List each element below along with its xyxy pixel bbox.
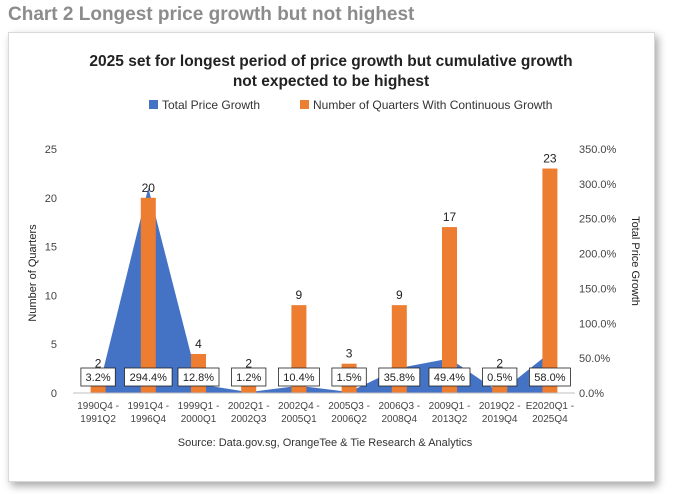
quarters-data-label: 9 [396, 288, 403, 302]
left-axis-title: Number of Quarters [27, 224, 39, 322]
legend-swatch-quarters [300, 100, 309, 109]
quarters-data-label: 4 [195, 337, 202, 351]
category-label: 2013Q2 [432, 414, 468, 425]
category-label: 1990Q4 - [77, 401, 119, 412]
page-heading: Chart 2 Longest price growth but not hig… [8, 4, 415, 25]
quarters-data-label: 3 [346, 347, 353, 361]
category-label: 2002Q3 [231, 414, 267, 425]
growth-data-label: 35.8% [384, 372, 415, 384]
source-text: Source: Data.gov.sg, OrangeTee & Tie Res… [178, 437, 473, 449]
growth-data-label: 1.5% [337, 372, 362, 384]
category-label: 2009Q1 - [429, 401, 471, 412]
category-label: 2019Q2 - [479, 401, 521, 412]
category-label: 1991Q4 - [127, 401, 169, 412]
category-label: 2006Q3 - [378, 401, 420, 412]
chart-frame: 2025 set for longest period of price gro… [8, 32, 655, 482]
category-label: 2008Q4 [382, 414, 418, 425]
chart-title-line: not expected to be highest [233, 73, 429, 90]
left-tick-label: 20 [45, 193, 57, 205]
category-label: 2025Q4 [532, 414, 568, 425]
growth-label-box [331, 367, 367, 387]
growth-data-label: 0.5% [487, 372, 512, 384]
quarters-bar [140, 197, 156, 393]
legend-swatch-growth [149, 100, 158, 109]
combo-chart: 2025 set for longest period of price gro… [27, 53, 641, 449]
right-tick-label: 150.0% [579, 283, 617, 295]
growth-label-box [124, 367, 173, 387]
growth-label-box [529, 367, 571, 387]
growth-data-label: 49.4% [434, 372, 465, 384]
growth-label-box [277, 367, 320, 387]
growth-data-label: 58.0% [534, 372, 565, 384]
quarters-bar [442, 227, 457, 393]
chart-title-line: 2025 set for longest period of price gro… [89, 53, 572, 70]
right-axis-title: Total Price Growth [629, 216, 641, 306]
growth-data-label: 1.2% [236, 372, 261, 384]
category-label: 2002Q1 - [228, 401, 270, 412]
category-label: E2020Q1 - [526, 401, 574, 412]
left-tick-label: 10 [45, 290, 57, 302]
left-tick-label: 15 [45, 242, 57, 254]
right-tick-label: 100.0% [579, 318, 617, 330]
right-tick-label: 300.0% [579, 179, 617, 191]
growth-label-box [482, 367, 518, 387]
axes: 05101520250.0%50.0%100.0%150.0%200.0%250… [27, 144, 641, 400]
quarters-data-label: 17 [443, 210, 457, 224]
left-tick-label: 25 [45, 144, 57, 156]
growth-data-label: 3.2% [86, 372, 111, 384]
growth-data-labels: 3.2% 294.4% 12.8% 1.2% 10.4% 1.5% 35.8% 49.4% 0.… [80, 367, 571, 387]
quarters-data-label: 2 [496, 356, 503, 370]
growth-label-box [231, 367, 267, 387]
chart-source: Source: Data.gov.sg, OrangeTee & Tie Res… [178, 437, 473, 449]
left-tick-label: 5 [51, 339, 57, 351]
growth-data-label: 12.8% [183, 372, 214, 384]
quarters-data-label: 9 [296, 288, 303, 302]
quarters-data-label: 20 [142, 181, 156, 195]
growth-label-box [428, 367, 471, 387]
category-label: 2005Q1 [281, 414, 317, 425]
growth-label-box [80, 367, 116, 387]
growth-label-box [177, 367, 220, 387]
legend-label-quarters: Number of Quarters With Continuous Growt… [313, 98, 552, 112]
growth-series [98, 187, 550, 393]
category-label: 2019Q4 [482, 414, 518, 425]
quarter-data-labels: 2 20 4 2 9 3 9 17 2 23 [95, 152, 557, 371]
category-label: 2000Q1 [181, 414, 217, 425]
category-labels: 1990Q4 - 1991Q2 1991Q4 - 1996Q4 1999Q1 - 2000… [77, 401, 574, 425]
right-tick-label: 350.0% [579, 144, 617, 156]
legend-label-growth: Total Price Growth [162, 98, 260, 112]
growth-data-label: 10.4% [283, 372, 314, 384]
quarters-data-label: 2 [95, 356, 102, 370]
quarters-bar [542, 168, 558, 393]
quarters-data-label: 2 [245, 356, 252, 370]
right-tick-label: 50.0% [579, 353, 610, 365]
category-label: 2006Q2 [331, 414, 367, 425]
chart-title: 2025 set for longest period of price gro… [89, 53, 572, 90]
growth-data-label: 294.4% [130, 372, 168, 384]
category-label: 2005Q3 - [328, 401, 370, 412]
category-label: 1999Q1 - [178, 401, 220, 412]
growth-label-box [378, 367, 421, 387]
legend: Total Price Growth Number of Quarters Wit… [149, 98, 552, 112]
category-label: 1991Q2 [80, 414, 116, 425]
growth-area [98, 187, 550, 393]
category-label: 1996Q4 [131, 414, 167, 425]
category-label: 2002Q4 - [278, 401, 320, 412]
right-tick-label: 200.0% [579, 249, 617, 261]
quarters-data-label: 23 [543, 152, 557, 166]
right-tick-label: 0.0% [579, 388, 604, 400]
left-tick-label: 0 [51, 388, 57, 400]
right-tick-label: 250.0% [579, 214, 617, 226]
